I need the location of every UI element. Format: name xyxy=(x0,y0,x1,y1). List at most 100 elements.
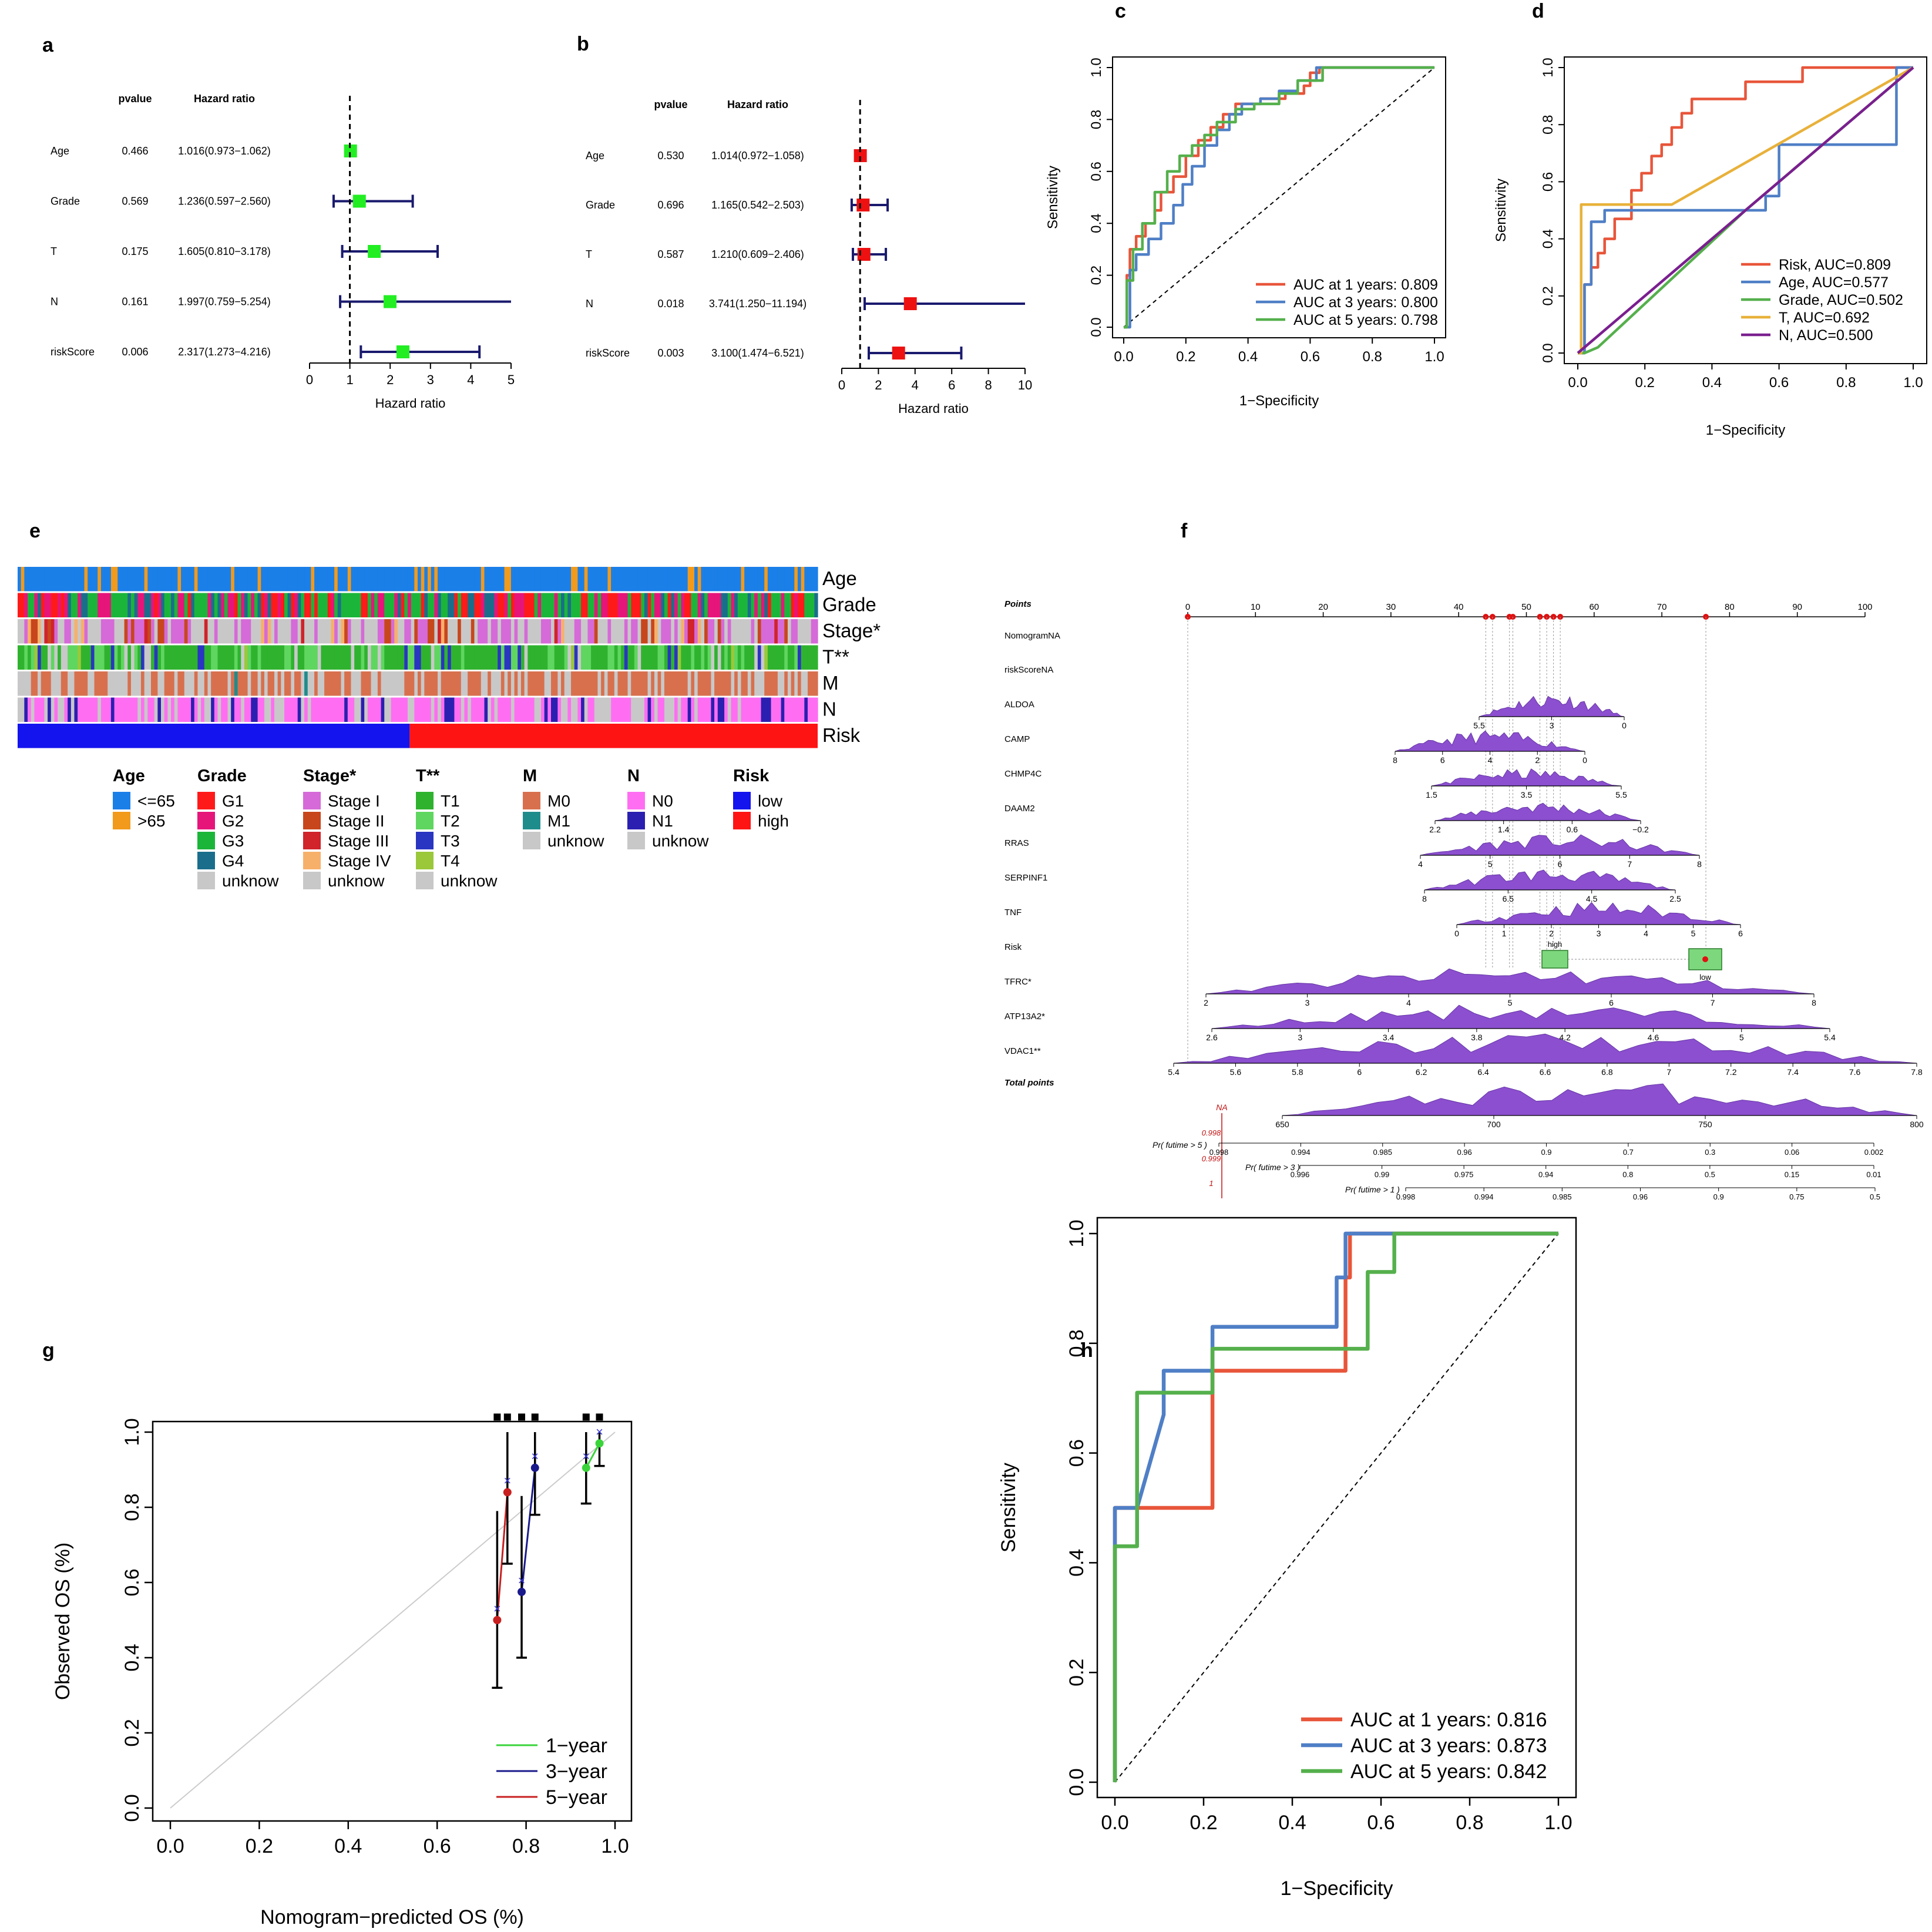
heatmap-cell xyxy=(181,645,185,670)
heatmap-cell xyxy=(174,697,178,722)
heatmap-cell xyxy=(134,645,138,670)
heatmap-cell xyxy=(364,697,368,722)
heatmap-cell xyxy=(591,671,595,696)
heatmap-cell xyxy=(604,619,609,644)
row-pvalue: 0.466 xyxy=(122,145,148,157)
variable-tick-label: 3 xyxy=(1550,721,1554,730)
heatmap-cell xyxy=(154,619,158,644)
heatmap-cell xyxy=(314,671,318,696)
heatmap-cell xyxy=(78,671,82,696)
heatmap-cell xyxy=(361,645,365,670)
heatmap-cell xyxy=(98,697,102,722)
heatmap-cell xyxy=(498,697,502,722)
heatmap-cell xyxy=(647,671,651,696)
heatmap-cell xyxy=(84,671,88,696)
heatmap-cell xyxy=(231,671,235,696)
heatmap-cell xyxy=(707,671,711,696)
row-label: N xyxy=(586,298,593,310)
heatmap-cell xyxy=(707,593,711,617)
x-tick-label: 1 xyxy=(346,372,353,387)
heatmap-cell xyxy=(217,619,221,644)
heatmap-cell xyxy=(478,567,482,592)
heatmap-cell xyxy=(297,697,301,722)
row-label: Grade xyxy=(51,196,80,207)
group-marker xyxy=(582,1413,590,1421)
heatmap-cell xyxy=(241,645,245,670)
heatmap-cell xyxy=(434,645,438,670)
heatmap-cell xyxy=(127,645,132,670)
heatmap-cell xyxy=(601,671,605,696)
heatmap-cell xyxy=(201,567,205,592)
heatmap-cell xyxy=(744,645,748,670)
heatmap-cell xyxy=(537,697,542,722)
probability-tick-label: 0.985 xyxy=(1373,1148,1392,1157)
heatmap-cell xyxy=(754,619,758,644)
heatmap-cell xyxy=(804,593,808,617)
heatmap-cell xyxy=(418,697,422,722)
variable-label: TNF xyxy=(1004,908,1022,918)
variable-label: ATP13A2* xyxy=(1004,1012,1045,1022)
variable-tick-label: 7 xyxy=(1711,998,1715,1007)
y-axis-title: Observed OS (%) xyxy=(52,1543,74,1700)
predicted-marker: × xyxy=(582,1449,590,1464)
heatmap-cell xyxy=(667,619,671,644)
legend-swatch xyxy=(416,832,434,849)
plot-frame xyxy=(152,1420,633,1822)
heatmap-cell xyxy=(144,645,148,670)
heatmap-cell xyxy=(384,567,388,592)
heatmap-cell xyxy=(167,593,172,617)
heatmap-cell xyxy=(634,593,639,617)
heatmap-cell xyxy=(488,645,492,670)
heatmap-cell xyxy=(687,671,691,696)
heatmap-cell xyxy=(781,645,785,670)
heatmap-cell xyxy=(424,645,428,670)
heatmap-cell xyxy=(344,567,348,592)
heatmap-cell xyxy=(48,619,52,644)
heatmap-cell xyxy=(651,619,655,644)
row-pvalue: 0.569 xyxy=(122,196,148,207)
heatmap-cell xyxy=(414,671,418,696)
heatmap-cell xyxy=(584,645,589,670)
heatmap-cell xyxy=(428,645,432,670)
heatmap-cell xyxy=(157,593,162,617)
heatmap-cell xyxy=(687,567,691,592)
heatmap-cell xyxy=(631,593,635,617)
heatmap-cell xyxy=(361,593,365,617)
heatmap-cell xyxy=(361,671,365,696)
heatmap-cell xyxy=(508,593,512,617)
heatmap-cell xyxy=(94,567,98,592)
legend-label: low xyxy=(758,792,783,810)
heatmap-cell xyxy=(540,567,545,592)
heatmap-cell xyxy=(804,697,808,722)
heatmap-cell xyxy=(814,697,818,722)
selected-point xyxy=(1702,956,1708,962)
row-hr-text: 1.236(0.597−2.560) xyxy=(178,196,271,207)
heatmap-cell xyxy=(110,645,115,670)
heatmap-cell xyxy=(591,567,595,592)
heatmap-cell xyxy=(607,645,611,670)
heatmap-cell xyxy=(301,567,305,592)
points-tick-label: 80 xyxy=(1725,602,1735,612)
heatmap-cell xyxy=(534,567,538,592)
panel-letter-f: f xyxy=(1181,520,1188,542)
heatmap-cell xyxy=(331,593,335,617)
row-hr-text: 1.165(0.542−2.503) xyxy=(711,199,804,211)
heatmap-cell xyxy=(214,567,219,592)
row-pvalue: 0.003 xyxy=(657,347,684,359)
heatmap-cell xyxy=(157,567,162,592)
heatmap-cell xyxy=(191,671,195,696)
heatmap-cell xyxy=(61,697,65,722)
y-tick-label: 0.2 xyxy=(1066,1659,1088,1686)
heatmap-cell xyxy=(567,671,572,696)
heatmap-cell xyxy=(557,645,562,670)
series-line xyxy=(1124,66,1434,329)
heatmap-cell xyxy=(221,697,225,722)
heatmap-cell xyxy=(174,619,178,644)
heatmap-cell xyxy=(651,593,655,617)
points-tick-label: 10 xyxy=(1251,602,1261,612)
heatmap-cell xyxy=(411,645,415,670)
heatmap-cell xyxy=(771,619,775,644)
heatmap-cell xyxy=(557,671,562,696)
variable-tick-label: 6 xyxy=(1609,998,1614,1007)
heatmap-cell xyxy=(21,671,25,696)
